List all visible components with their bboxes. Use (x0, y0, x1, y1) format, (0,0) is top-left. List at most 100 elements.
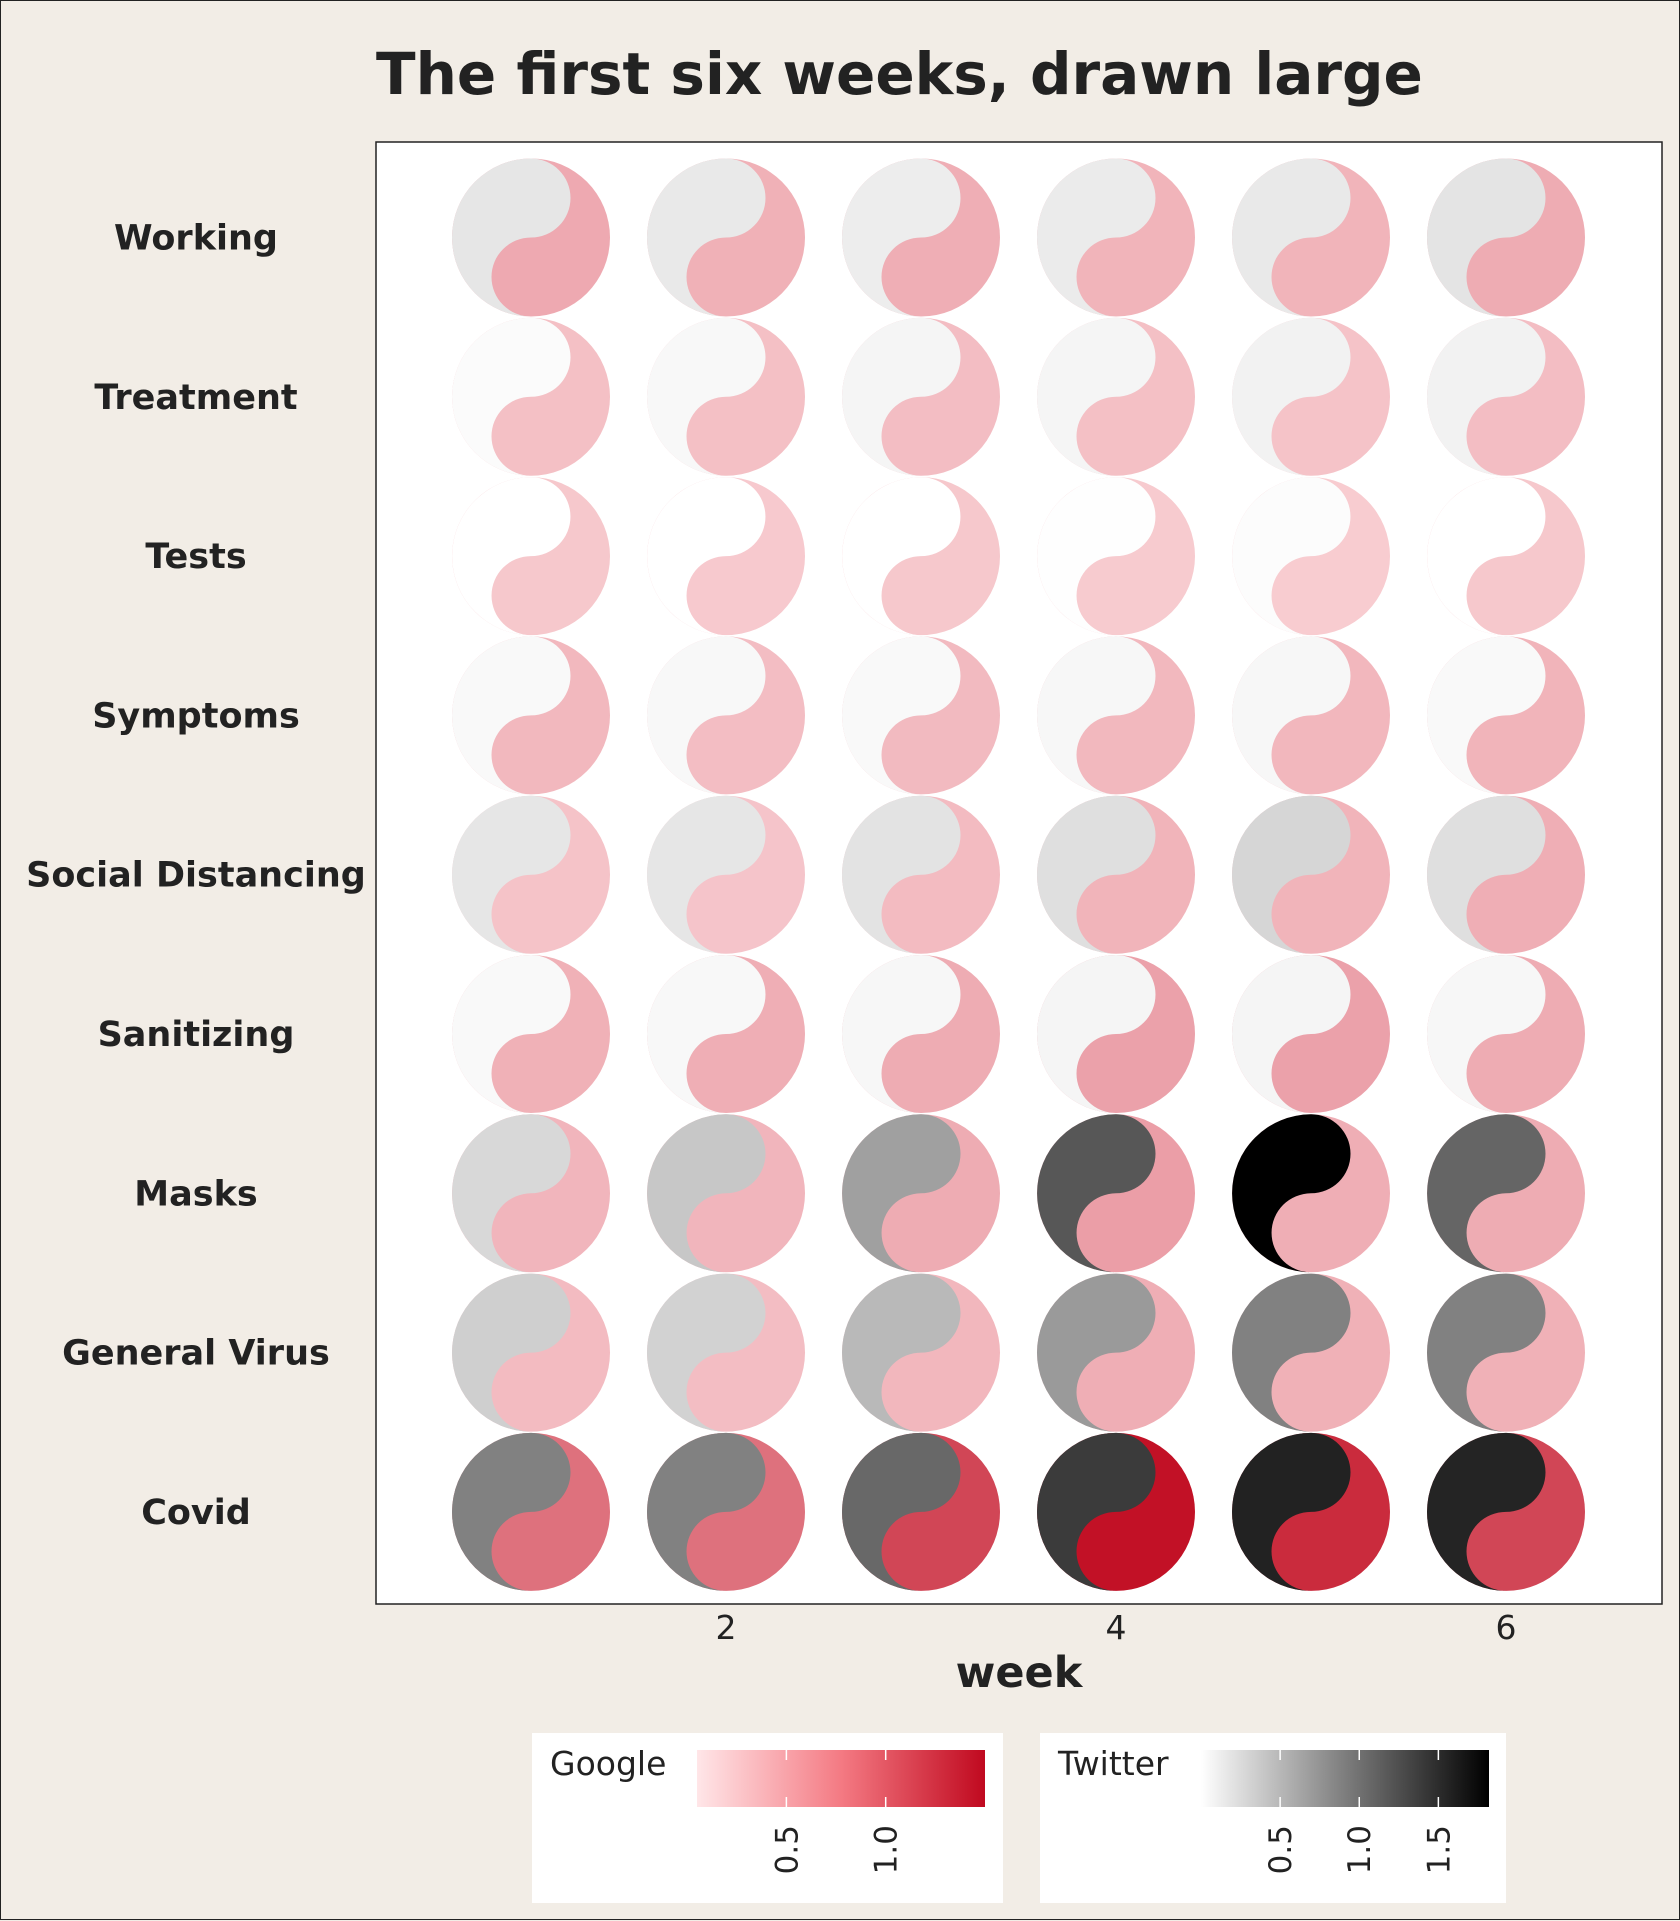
glyph-treatment-week-4 (1037, 317, 1195, 476)
twitter-half (647, 795, 766, 954)
x-tick-label: 2 (716, 1608, 737, 1647)
glyph-treatment-week-1 (452, 317, 610, 476)
twitter-half (842, 1432, 961, 1591)
row-label-covid: Covid (141, 1493, 251, 1533)
glyph-working-week-6 (1427, 158, 1585, 317)
twitter-half (842, 158, 961, 317)
legend-google-title: Google (550, 1744, 666, 1783)
twitter-half (1037, 1273, 1156, 1432)
twitter-half (1232, 158, 1351, 317)
twitter-half (1232, 636, 1351, 795)
twitter-half (452, 1273, 571, 1432)
glyph-tests-week-5 (1232, 477, 1390, 636)
twitter-half (1232, 317, 1351, 476)
row-label-general-virus: General Virus (62, 1334, 330, 1374)
twitter-half (1037, 1114, 1156, 1273)
legend-twitter-title: Twitter (1057, 1744, 1169, 1783)
glyph-covid-week-3 (842, 1432, 1000, 1591)
x-axis-title: week (956, 1648, 1084, 1698)
twitter-half (1232, 795, 1351, 954)
twitter-half (1232, 1273, 1351, 1432)
glyph-symptoms-week-1 (452, 636, 610, 795)
glyph-social-distancing-week-6 (1427, 795, 1585, 954)
twitter-half (1427, 317, 1546, 476)
glyph-sanitizing-week-1 (452, 955, 610, 1113)
glyph-social-distancing-week-4 (1037, 795, 1195, 954)
twitter-half (1037, 1432, 1156, 1591)
twitter-half (647, 1273, 766, 1432)
glyph-covid-week-5 (1232, 1432, 1390, 1591)
twitter-half (1037, 795, 1156, 954)
twitter-half (1427, 1432, 1546, 1591)
glyph-masks-week-3 (842, 1114, 1000, 1273)
glyph-covid-week-1 (452, 1432, 610, 1591)
glyph-social-distancing-week-1 (452, 795, 610, 954)
glyph-covid-week-6 (1427, 1432, 1585, 1591)
glyph-layer (452, 158, 1585, 1591)
glyph-social-distancing-week-2 (647, 795, 805, 954)
twitter-half (1427, 955, 1546, 1113)
twitter-half (1232, 477, 1351, 636)
glyph-sanitizing-week-4 (1037, 955, 1195, 1113)
legend-tick-label: 1.0 (1342, 1825, 1378, 1874)
glyph-general-virus-week-6 (1427, 1273, 1585, 1432)
glyph-masks-week-1 (452, 1114, 610, 1273)
glyph-sanitizing-week-3 (842, 955, 1000, 1113)
legend-twitter-colorbar (1201, 1750, 1489, 1807)
twitter-half (1427, 636, 1546, 795)
glyph-masks-week-4 (1037, 1114, 1195, 1273)
legend-tick-label: 1.0 (869, 1825, 905, 1874)
row-labels: Working Treatment Tests Symptoms Social Dist… (26, 219, 366, 1533)
legend-tick-label: 1.5 (1421, 1825, 1457, 1874)
glyph-working-week-2 (647, 158, 805, 317)
twitter-half (842, 317, 961, 476)
glyph-symptoms-week-3 (842, 636, 1000, 795)
twitter-half (1427, 477, 1546, 636)
twitter-half (647, 1432, 766, 1591)
twitter-half (1037, 955, 1156, 1113)
glyph-covid-week-2 (647, 1432, 805, 1591)
twitter-half (1232, 1114, 1351, 1273)
row-label-working: Working (114, 219, 278, 259)
glyph-masks-week-6 (1427, 1114, 1585, 1273)
legend-twitter: Twitter 0.5 1.0 1.5 (1040, 1733, 1506, 1903)
twitter-half (647, 158, 766, 317)
twitter-half (647, 1114, 766, 1273)
twitter-half (842, 955, 961, 1113)
glyph-treatment-week-2 (647, 317, 805, 476)
twitter-half (452, 636, 571, 795)
row-label-social-distancing: Social Distancing (26, 856, 366, 896)
twitter-half (1427, 1114, 1546, 1273)
glyph-treatment-week-6 (1427, 317, 1585, 476)
glyph-masks-week-5 (1232, 1114, 1390, 1273)
twitter-half (842, 477, 961, 636)
twitter-half (647, 955, 766, 1113)
glyph-sanitizing-week-2 (647, 955, 805, 1113)
glyph-general-virus-week-3 (842, 1273, 1000, 1432)
row-label-tests: Tests (145, 537, 246, 577)
twitter-half (1427, 1273, 1546, 1432)
twitter-half (452, 1114, 571, 1273)
twitter-half (1232, 1432, 1351, 1591)
twitter-half (842, 1114, 961, 1273)
glyph-general-virus-week-5 (1232, 1273, 1390, 1432)
glyph-symptoms-week-6 (1427, 636, 1585, 795)
glyph-tests-week-4 (1037, 477, 1195, 636)
twitter-half (842, 795, 961, 954)
twitter-half (647, 636, 766, 795)
glyph-masks-week-2 (647, 1114, 805, 1273)
glyph-sanitizing-week-6 (1427, 955, 1585, 1113)
glyph-tests-week-3 (842, 477, 1000, 636)
row-label-sanitizing: Sanitizing (98, 1015, 295, 1055)
row-label-masks: Masks (134, 1174, 257, 1214)
glyph-social-distancing-week-5 (1232, 795, 1390, 954)
twitter-half (452, 477, 571, 636)
glyph-tests-week-6 (1427, 477, 1585, 636)
twitter-half (647, 477, 766, 636)
glyph-general-virus-week-2 (647, 1273, 805, 1432)
glyph-working-week-4 (1037, 158, 1195, 317)
twitter-half (1037, 317, 1156, 476)
glyph-tests-week-2 (647, 477, 805, 636)
twitter-half (1037, 158, 1156, 317)
x-axis-ticks: 2 4 6 (716, 1608, 1517, 1647)
